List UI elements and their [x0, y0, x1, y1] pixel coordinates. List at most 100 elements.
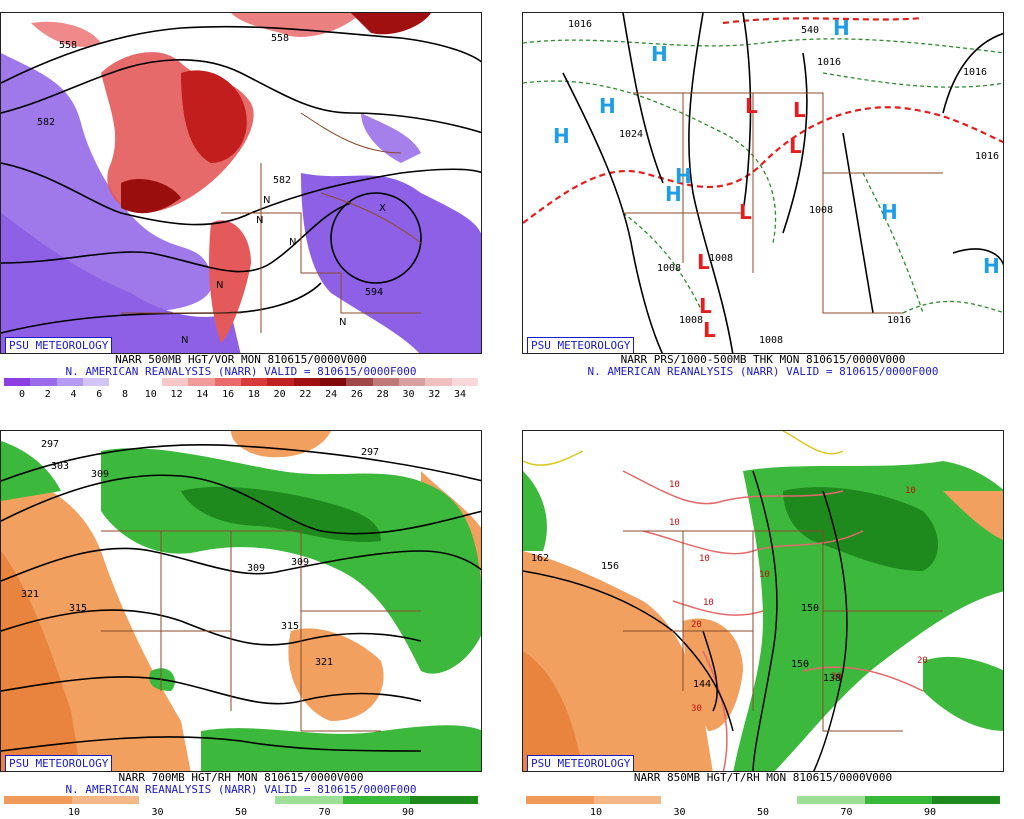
colorbar-tick-label: 8 — [122, 389, 129, 400]
low-pressure-symbol: L — [793, 98, 806, 122]
colorbar-tick-label: 90 — [923, 807, 937, 818]
high-pressure-symbol: H — [881, 200, 898, 224]
colorbar-tick-label: 90 — [401, 807, 415, 818]
colorbar-swatch — [372, 378, 399, 386]
colorbar-tick-label: 30 — [151, 807, 164, 818]
colorbar-swatch — [139, 796, 208, 804]
temperature-label: 10 — [669, 518, 680, 528]
panel-850mb-rh: 10 10 10 10 10 10 20 20 20 30 162 156 15… — [522, 418, 1004, 818]
colorbar-tick-label: 30 — [402, 389, 415, 400]
contour-label: 315 — [69, 603, 87, 614]
contour-label: 162 — [531, 553, 549, 564]
colorbar-tick-label: 22 — [299, 389, 312, 400]
colorbar-swatch — [319, 378, 347, 386]
colorbar-swatch — [4, 378, 31, 386]
map-500mb-vorticity: 558 558 582 582 594 N N N N N N N X PSU … — [0, 12, 482, 354]
colorbar-tick-label: 70 — [318, 807, 331, 818]
map-850mb-rh: 10 10 10 10 10 10 20 20 20 30 162 156 15… — [522, 430, 1004, 772]
contour-label: 1016 — [568, 19, 592, 30]
colorbar-tick-label: 14 — [196, 389, 209, 400]
colorbar-swatch — [729, 796, 797, 804]
colorbar-ticks: 10 30 50 70 90 — [522, 807, 1004, 819]
colorbar-swatch — [30, 378, 57, 386]
low-pressure-symbol: L — [745, 94, 758, 118]
colorbar-swatch — [398, 378, 426, 386]
contour-label: 321 — [315, 657, 333, 668]
colorbar-swatch — [661, 796, 730, 804]
contour-label: 309 — [247, 563, 265, 574]
colorbar-tick-label: 20 — [273, 389, 286, 400]
temperature-label: 20 — [831, 672, 842, 682]
contour-label: 1016 — [963, 67, 987, 78]
contour-label: 309 — [481, 497, 482, 508]
colorbar-tick-label: 12 — [170, 389, 183, 400]
colorbar-swatch — [207, 796, 275, 804]
high-pressure-symbol: H — [983, 254, 1000, 278]
contour-label: 582 — [273, 175, 291, 186]
colorbar-tick-label: 10 — [67, 807, 81, 818]
colorbar-tick-label: 28 — [376, 389, 389, 400]
pressure-map-graphic: 1016 540 1016 1024 1016 1008 1008 1008 1… — [523, 13, 1003, 353]
low-pressure-symbol: L — [739, 200, 752, 224]
psu-meteorology-badge: PSU METEOROLOGY — [5, 755, 113, 771]
contour-label: 558 — [271, 33, 289, 44]
vorticity-symbol: N — [256, 215, 263, 226]
low-pressure-symbol: L — [697, 250, 710, 274]
contour-label: 150 — [791, 659, 809, 670]
colorbar-swatch — [593, 796, 662, 804]
colorbar-tick-label: 26 — [350, 389, 363, 400]
colorbar-swatch — [526, 796, 594, 804]
colorbar-swatch — [425, 378, 452, 386]
colorbar-ticks: 10 30 50 70 90 — [0, 807, 482, 819]
contour-label: 297 — [361, 447, 379, 458]
colorbar-tick-label: 34 — [453, 389, 467, 400]
vorticity-map-graphic: 558 558 582 582 594 N N N N N N N X — [1, 13, 481, 353]
rh850-map-graphic: 10 10 10 10 10 10 20 20 20 30 162 156 15… — [523, 431, 1003, 771]
panel-500mb-vorticity: 558 558 582 582 594 N N N N N N N X PSU … — [0, 0, 482, 400]
colorbar-swatch — [342, 796, 411, 804]
vorticity-symbol: N — [216, 280, 223, 291]
colorbar-tick-label: 2 — [44, 389, 51, 400]
map-pressure-thickness: 1016 540 1016 1024 1016 1008 1008 1008 1… — [522, 12, 1004, 354]
contour-label: 1008 — [657, 263, 681, 274]
colorbar-swatch — [161, 378, 189, 386]
contour-label: 594 — [365, 287, 383, 298]
rh700-map-graphic: 297 303 309 297 309 321 315 309 309 315 … — [1, 431, 482, 771]
contour-label: 582 — [37, 117, 55, 128]
colorbar-swatch — [4, 796, 72, 804]
temperature-label: 10 — [759, 570, 770, 580]
rh-colorbar — [526, 796, 1001, 804]
colorbar-tick-label: 16 — [222, 389, 235, 400]
high-pressure-symbol: H — [665, 182, 682, 206]
temperature-label: 10 — [905, 486, 916, 496]
colorbar-swatch — [188, 378, 215, 386]
colorbar-tick-label: 30 — [673, 807, 686, 818]
contour-label: 144 — [693, 679, 711, 690]
colorbar-swatch — [71, 796, 140, 804]
temperature-label: 10 — [669, 480, 680, 490]
caption-title: NARR 500MB HGT/VOR MON 810615/0000V000 — [115, 353, 367, 366]
vorticity-symbol: X — [379, 203, 386, 214]
contour-label: 1008 — [679, 315, 703, 326]
colorbar-tick-label: 10 — [144, 389, 157, 400]
vorticity-colorbar — [4, 378, 478, 386]
contour-label: 1016 — [817, 57, 841, 68]
map-700mb-rh: 297 303 309 297 309 321 315 309 309 315 … — [0, 430, 482, 772]
colorbar-swatch — [796, 796, 865, 804]
caption-valid: N. AMERICAN REANALYSIS (NARR) VALID = 81… — [65, 365, 417, 378]
contour-label: 156 — [601, 561, 619, 572]
rh-colorbar — [4, 796, 479, 804]
high-pressure-symbol: H — [833, 16, 850, 40]
colorbar-tick-label: 6 — [96, 389, 103, 400]
contour-label: 309 — [291, 557, 309, 568]
contour-label: 1016 — [975, 151, 999, 162]
colorbar-swatch — [346, 378, 373, 386]
colorbar-swatch — [240, 378, 268, 386]
temperature-label: 10 — [699, 554, 710, 564]
colorbar-ticks: 0 2 4 6 8 10 12 14 16 18 20 22 24 26 28 30 32 34 — [0, 389, 482, 401]
vorticity-symbol: N — [263, 195, 270, 206]
colorbar-swatch — [109, 378, 136, 386]
contour-label: 138 — [823, 673, 841, 684]
colorbar-swatch — [274, 796, 343, 804]
caption-valid: N. AMERICAN REANALYSIS (NARR) VALID = 81… — [65, 783, 417, 796]
